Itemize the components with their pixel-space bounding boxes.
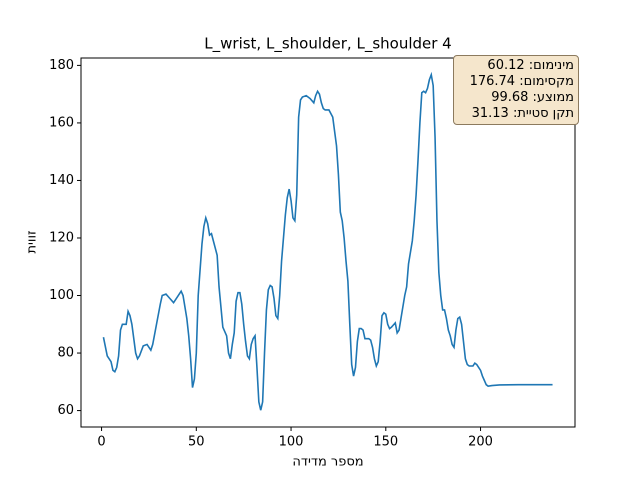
stats-line: תקן סטיית: 31.13 [471, 106, 574, 121]
y-tick-label: 120 [49, 230, 74, 245]
x-tick-label: 50 [188, 435, 205, 450]
stats-line: ממוצע: 99.68 [491, 90, 574, 105]
x-tick-label: 100 [279, 435, 304, 450]
x-tick-label: 0 [97, 435, 105, 450]
stats-line: מינימום: 60.12 [487, 58, 574, 73]
chart-title: L_wrist, L_shoulder, L_shoulder 4 [204, 35, 451, 54]
y-tick-label: 180 [49, 58, 74, 73]
plot-frame [80, 57, 576, 428]
y-tick-label: 100 [49, 288, 74, 303]
stats-line: מקסימום: 176.74 [469, 74, 574, 89]
x-tick-label: 150 [373, 435, 398, 450]
y-tick-label: 60 [57, 403, 74, 418]
stats-box: מינימום: 60.12 מקסימום: 176.74 ממוצע: 99.6… [453, 55, 579, 125]
x-axis-label: מספר מדידה [292, 455, 363, 470]
y-tick-label: 160 [49, 115, 74, 130]
y-tick-label: 80 [57, 346, 74, 361]
x-tick-label: 200 [468, 435, 493, 450]
y-tick-label: 140 [49, 173, 74, 188]
data-line [102, 71, 553, 411]
y-axis-label: זווית [25, 230, 40, 253]
